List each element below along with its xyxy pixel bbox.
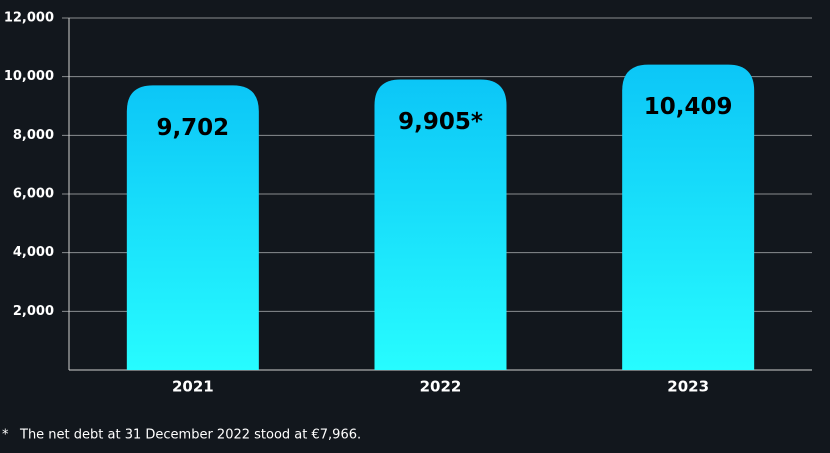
y-tick-label: 2,000 bbox=[13, 304, 54, 319]
data-label: 9,702 bbox=[156, 115, 229, 141]
bar bbox=[374, 79, 507, 370]
y-tick-label: 6,000 bbox=[13, 187, 54, 202]
y-tick-label: 10,000 bbox=[4, 69, 54, 84]
bar bbox=[126, 85, 259, 371]
x-tick-label: 2021 bbox=[172, 378, 214, 396]
y-tick-label: 8,000 bbox=[13, 128, 54, 143]
x-tick-label: 2023 bbox=[667, 378, 709, 396]
bar bbox=[622, 64, 755, 370]
x-tick-label: 2022 bbox=[420, 378, 462, 396]
footnote-marker: * bbox=[2, 428, 9, 443]
footnote-text: The net debt at 31 December 2022 stood a… bbox=[19, 428, 361, 443]
data-label: 9,905* bbox=[398, 109, 483, 135]
y-tick-label: 12,000 bbox=[4, 11, 54, 26]
y-tick-label: 4,000 bbox=[13, 245, 54, 260]
data-label: 10,409 bbox=[644, 94, 733, 120]
